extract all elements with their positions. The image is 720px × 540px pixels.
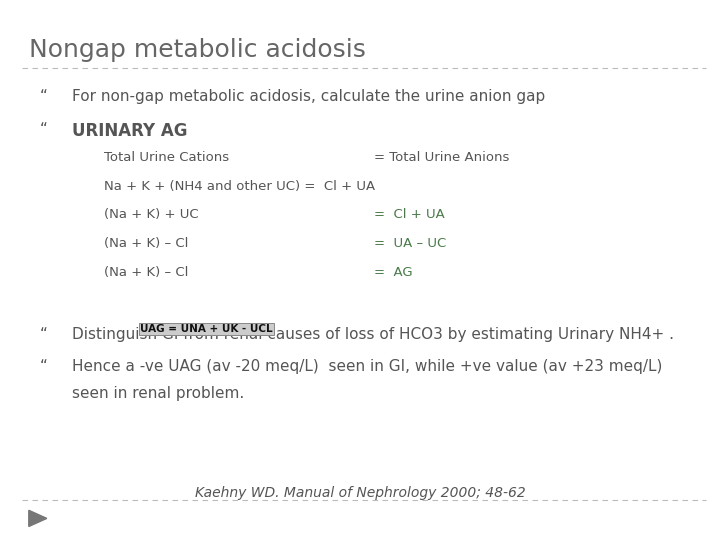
Text: For non-gap metabolic acidosis, calculate the urine anion gap: For non-gap metabolic acidosis, calculat…: [72, 89, 545, 104]
Text: URINARY AG: URINARY AG: [72, 122, 187, 139]
Text: (Na + K) – Cl: (Na + K) – Cl: [104, 237, 189, 250]
Text: seen in renal problem.: seen in renal problem.: [72, 386, 244, 401]
Text: (Na + K) – Cl: (Na + K) – Cl: [104, 266, 189, 279]
Text: = Total Urine Anions: = Total Urine Anions: [374, 151, 510, 164]
Text: Total Urine Cations: Total Urine Cations: [104, 151, 230, 164]
Text: (Na + K) + UC: (Na + K) + UC: [104, 208, 199, 221]
Polygon shape: [29, 510, 47, 526]
Text: =  Cl + UA: = Cl + UA: [374, 208, 445, 221]
Text: =  AG: = AG: [374, 266, 413, 279]
Text: =  UA – UC: = UA – UC: [374, 237, 446, 250]
Text: Distinguish GI from renal causes of loss of HCO3 by estimating Urinary NH4+ .: Distinguish GI from renal causes of loss…: [72, 327, 674, 342]
Text: “: “: [40, 327, 48, 342]
Text: “: “: [40, 89, 48, 104]
Text: “: “: [40, 359, 48, 374]
Text: “: “: [40, 122, 48, 137]
Text: Kaehny WD. Manual of Nephrology 2000; 48-62: Kaehny WD. Manual of Nephrology 2000; 48…: [194, 486, 526, 500]
Text: Nongap metabolic acidosis: Nongap metabolic acidosis: [29, 38, 366, 62]
Text: Hence a -ve UAG (av -20 meq/L)  seen in GI, while +ve value (av +23 meq/L): Hence a -ve UAG (av -20 meq/L) seen in G…: [72, 359, 662, 374]
Text: UAG = UNA + UK - UCL: UAG = UNA + UK - UCL: [140, 324, 273, 334]
Text: Na + K + (NH4 and other UC) =  Cl + UA: Na + K + (NH4 and other UC) = Cl + UA: [104, 180, 376, 193]
